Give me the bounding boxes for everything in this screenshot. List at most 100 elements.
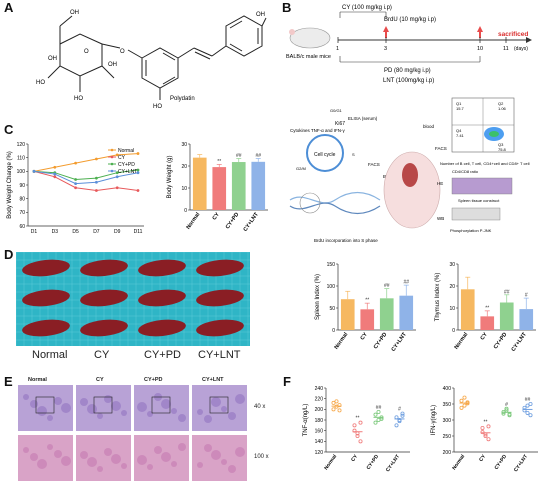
data-point — [337, 403, 342, 408]
x-tick-label: CY — [212, 211, 221, 221]
histology-texture — [111, 454, 121, 464]
histology-texture — [154, 446, 162, 454]
histology-texture — [197, 462, 203, 468]
y-axis-label: TNF-α(ng/L) — [303, 404, 309, 437]
series-point — [115, 186, 119, 190]
histology-texture — [221, 406, 227, 412]
histology-texture — [235, 447, 245, 457]
bar — [340, 299, 355, 330]
quadrant-label: Q4 — [456, 128, 462, 133]
histology-texture — [204, 415, 212, 423]
lnt-dose: LNT (100mg/kg i.p) — [383, 78, 434, 84]
histology-texture — [87, 457, 97, 467]
group-label: CY+LNT — [198, 349, 241, 361]
y-tick-label: 20 — [181, 164, 187, 170]
histology-texture — [171, 461, 177, 467]
histology-texture — [121, 410, 127, 416]
x-tick-label: CY+LNT — [511, 331, 529, 353]
y-tick-label: 10 — [181, 186, 187, 192]
y-tick-label: 200 — [315, 407, 324, 413]
histology-grid: Normal CY CY+PD CY+LNT 40 x 100 x — [18, 377, 278, 486]
series-point — [74, 161, 77, 165]
y-tick-label: 120 — [315, 450, 324, 456]
y-tick-label: 0 — [184, 208, 187, 214]
y-tick-label: 30 — [449, 262, 455, 268]
bar — [499, 302, 514, 330]
bar — [251, 161, 266, 210]
zoom-box — [93, 396, 113, 414]
legend-label: CY+LNT — [118, 169, 137, 175]
group-label: Normal — [32, 349, 68, 361]
data-point — [397, 418, 402, 423]
histology-texture — [47, 415, 53, 421]
bar — [360, 309, 375, 330]
panel-label-d: D — [4, 247, 14, 262]
histology-texture — [121, 463, 127, 469]
series-point — [95, 189, 98, 192]
y-axis-label: Thymus Index (%) — [435, 273, 441, 322]
blood-label: blood — [423, 124, 435, 129]
bar — [231, 162, 246, 210]
y-tick-label: 120 — [17, 142, 26, 148]
histology-texture — [228, 412, 236, 420]
spleen-sample — [22, 259, 70, 277]
y-tick-label: 50 — [329, 306, 335, 312]
atom-label: OH — [70, 10, 79, 16]
x-tick-label: Normal — [186, 211, 202, 230]
x-tick-label: CY — [480, 331, 489, 341]
atom-label: OH — [48, 56, 57, 62]
x-tick-label: Normal — [454, 331, 470, 350]
polydatin-structure: OH O OH OH HO HO O OH HO Polydatin — [36, 10, 267, 110]
significance-label: ** — [485, 305, 489, 311]
x-tick-label: D5 — [72, 229, 79, 235]
series-line — [33, 153, 139, 172]
x-tick-label: CY+PD — [493, 332, 509, 351]
significance-label: ## — [403, 280, 409, 286]
mouse-anatomy-icon — [383, 151, 441, 229]
histology-texture — [111, 401, 121, 411]
y-axis-label: Spleen Index (%) — [315, 274, 321, 320]
legend-marker — [110, 162, 114, 166]
data-point — [400, 413, 405, 418]
significance-label: # — [505, 402, 508, 408]
zoom-box — [209, 396, 229, 414]
wb-label: WB — [437, 216, 444, 221]
histology-texture — [30, 400, 38, 408]
histology-texture — [235, 394, 245, 404]
series-point — [53, 172, 57, 176]
series-point — [95, 157, 98, 161]
panel-label-f: F — [283, 374, 291, 389]
legend-marker — [110, 155, 114, 159]
legend-marker — [110, 148, 114, 152]
y-axis-label: IFN-γ(ng/L) — [431, 405, 437, 435]
tnf-alpha-chart: 240 220 200 180 160 140 120 TNF-α(ng/L) Normal **… — [303, 386, 410, 473]
histology-texture — [137, 455, 147, 465]
he-label: HE — [437, 181, 443, 186]
y-tick-label: 400 — [443, 386, 452, 392]
cd4-cd8-ratio: CD4/CD8 ratio — [452, 169, 479, 174]
data-point — [358, 420, 363, 425]
histology-texture — [23, 447, 29, 453]
series-line — [33, 170, 139, 191]
histology-texture — [37, 459, 47, 469]
cell-cycle-diagram — [306, 134, 344, 172]
histology-image — [76, 385, 131, 431]
histology-col-label: CY — [96, 377, 104, 383]
spleen-sample — [80, 319, 128, 337]
series-point — [136, 152, 140, 155]
data-point — [528, 401, 533, 406]
y-tick-label: 100 — [327, 284, 336, 290]
atom-label: O — [84, 49, 89, 55]
significance-label: ## — [236, 153, 242, 159]
bar — [519, 309, 534, 330]
significance-label: # — [525, 293, 528, 299]
legend-label: Normal — [118, 148, 134, 154]
significance-label: ## — [384, 283, 390, 289]
body-weight-change-chart: 120 110 100 90 80 70 60 Body Weight Change (%) D… — [7, 142, 144, 235]
y-tick-label: 350 — [443, 402, 452, 408]
y-tick-label: 100 — [17, 169, 26, 175]
x-tick-label: Normal — [451, 453, 466, 471]
y-tick-label: 0 — [452, 328, 455, 334]
timeline-tick: 1 — [336, 46, 339, 52]
significance-label: # — [398, 407, 401, 413]
